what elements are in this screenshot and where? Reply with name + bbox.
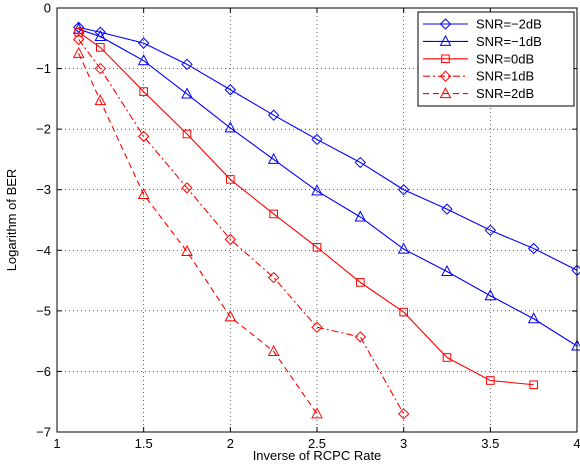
data-point (267, 271, 280, 284)
data-point (139, 87, 148, 96)
y-tick-label: −2 (36, 122, 51, 137)
legend-entry: SNR=0dB (423, 51, 534, 66)
data-point (311, 184, 323, 196)
y-axis-label: Logarithm of BER (4, 169, 19, 272)
data-point (224, 310, 237, 322)
series-line (78, 53, 318, 415)
series-2 (72, 22, 580, 351)
data-point (72, 46, 85, 58)
data-point (267, 152, 280, 164)
data-point (94, 26, 107, 38)
legend: SNR=−2dB SNR=−1dB SNR=0dB SNR=1dB SNR=2dB (417, 11, 575, 107)
data-point (354, 331, 367, 343)
legend-marker (439, 34, 452, 46)
data-point (484, 289, 497, 301)
data-point (354, 156, 367, 169)
data-point (181, 244, 193, 256)
legend-entry: SNR=2dB (423, 86, 534, 101)
data-point (181, 58, 193, 71)
y-tick-label: −1 (36, 61, 51, 76)
data-point (182, 129, 192, 139)
data-point (137, 130, 150, 143)
legend-label: SNR=−1dB (476, 34, 542, 49)
legend-entry: SNR=−1dB (423, 34, 542, 49)
data-point (484, 224, 497, 237)
legend-marker (439, 87, 452, 99)
data-point (94, 62, 107, 75)
y-tick-label: −4 (36, 243, 51, 258)
data-point (399, 307, 408, 317)
data-point (527, 242, 540, 255)
x-axis-label: Inverse of RCPC Rate (253, 448, 382, 463)
data-point (181, 87, 193, 99)
data-point (267, 344, 280, 356)
legend-label: SNR=1dB (476, 69, 534, 84)
data-point (311, 407, 323, 419)
data-point (94, 29, 107, 41)
series-line (78, 39, 405, 415)
x-tick-label: 2.5 (308, 436, 326, 451)
y-tick-label: −5 (36, 303, 51, 318)
y-tick-label: −6 (36, 364, 51, 379)
data-point (356, 278, 365, 287)
series-3 (74, 27, 538, 390)
data-point (397, 242, 410, 254)
x-tick-label: 1.5 (135, 436, 153, 451)
y-tick-label: −7 (36, 425, 51, 440)
series-layer (72, 21, 580, 420)
axis-ticks: 1 1.5 2 2.5 3 3.5 4 0 −1 −2 −3 −4 −5 −6 −7 (36, 1, 580, 452)
data-point (96, 43, 105, 52)
data-point (226, 175, 235, 184)
data-point (354, 210, 367, 222)
data-point (94, 94, 107, 106)
data-point (74, 27, 83, 37)
data-point (269, 209, 278, 219)
data-point (486, 376, 495, 385)
legend-label: SNR=2dB (476, 86, 534, 101)
series-line (78, 31, 534, 386)
x-tick-label: 3.5 (481, 436, 499, 451)
data-point (181, 182, 193, 194)
data-point (224, 84, 237, 96)
data-point (527, 312, 540, 324)
series-5 (72, 46, 323, 419)
x-tick-label: 4 (573, 436, 580, 451)
x-tick-label: 2 (227, 436, 234, 451)
grid-lines (57, 8, 577, 432)
data-point (441, 264, 453, 276)
series-line (78, 26, 578, 271)
data-point (224, 233, 237, 246)
y-tick-label: 0 (44, 1, 51, 16)
data-point (529, 380, 538, 390)
x-tick-label: 1 (53, 436, 60, 451)
data-point (137, 187, 150, 200)
data-point (137, 54, 150, 66)
data-point (137, 37, 150, 49)
y-tick-label: −3 (36, 182, 51, 197)
x-tick-label: 3 (400, 436, 407, 451)
data-point (267, 109, 280, 121)
series-1 (72, 21, 580, 276)
legend-marker (439, 18, 452, 30)
data-point (224, 121, 237, 133)
legend-marker (439, 70, 452, 82)
data-point (441, 203, 453, 215)
series-4 (72, 33, 410, 420)
legend-marker (441, 54, 450, 64)
data-point (442, 353, 452, 362)
data-point (311, 133, 323, 146)
series-line (78, 28, 578, 347)
legend-label: SNR=−2dB (476, 17, 542, 32)
legend-entry: SNR=−2dB (423, 17, 542, 32)
legend-entry: SNR=1dB (423, 69, 534, 84)
data-point (397, 408, 410, 420)
data-point (312, 242, 322, 252)
data-point (397, 184, 410, 196)
data-point (72, 33, 85, 46)
legend-label: SNR=0dB (476, 51, 534, 66)
data-point (311, 321, 323, 333)
